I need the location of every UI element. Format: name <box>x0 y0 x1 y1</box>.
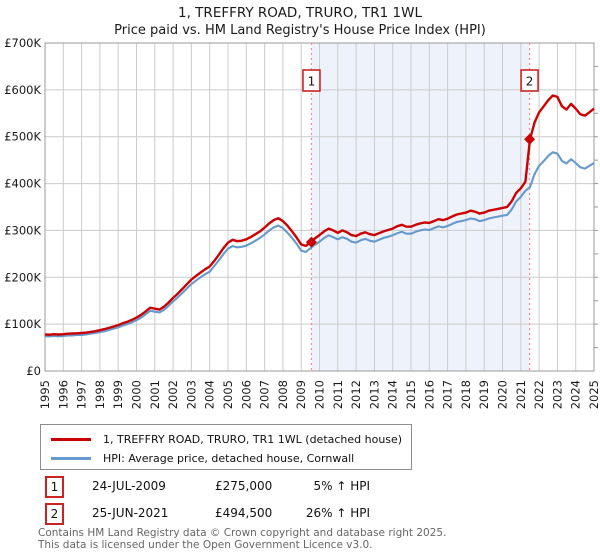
footer-line-1: Contains HM Land Registry data © Crown c… <box>38 527 447 539</box>
svg-text:2015: 2015 <box>404 380 418 409</box>
property-line-swatch <box>51 438 91 441</box>
x-axis-labels: 1995 1996 1997 1998 1999 2000 2001 2002 2003 2004… <box>38 380 600 409</box>
svg-text:2018: 2018 <box>459 380 473 409</box>
svg-text:£200K: £200K <box>4 270 41 284</box>
svg-text:2024: 2024 <box>569 380 583 409</box>
sale-row-2: 2 25-JUN-2021 £494,500 26% ↑ HPI <box>0 503 600 525</box>
svg-text:2005: 2005 <box>221 380 235 409</box>
sale-row-1: 1 24-JUL-2009 £275,000 5% ↑ HPI <box>0 476 600 498</box>
svg-text:1997: 1997 <box>75 380 89 409</box>
svg-text:2000: 2000 <box>130 380 144 409</box>
hpi-average-line <box>45 151 595 338</box>
svg-text:2010: 2010 <box>313 380 327 409</box>
sale-2-marker-box: 2 <box>45 503 64 525</box>
plot-border <box>44 42 598 372</box>
svg-text:2023: 2023 <box>550 380 564 409</box>
svg-text:2019: 2019 <box>477 380 491 409</box>
svg-text:2007: 2007 <box>258 380 272 409</box>
legend: 1, TREFFRY ROAD, TRURO, TR1 1WL (detache… <box>40 424 412 470</box>
svg-text:£0: £0 <box>26 364 41 378</box>
svg-text:2: 2 <box>526 75 534 89</box>
sales-period-shaded-band <box>311 43 530 371</box>
svg-text:2022: 2022 <box>532 380 546 409</box>
svg-text:1996: 1996 <box>56 380 70 409</box>
legend-item-hpi: HPI: Average price, detached house, Corn… <box>51 449 411 468</box>
svg-text:2012: 2012 <box>349 380 363 409</box>
svg-text:£100K: £100K <box>4 317 41 331</box>
svg-text:£400K: £400K <box>4 177 41 191</box>
svg-text:2008: 2008 <box>276 380 290 409</box>
svg-text:2021: 2021 <box>514 380 528 409</box>
sale-2-hpi-delta: 26% ↑ HPI <box>305 506 370 520</box>
svg-text:2006: 2006 <box>239 380 253 409</box>
svg-text:2009: 2009 <box>294 380 308 409</box>
sale-1-marker-box: 1 <box>45 476 64 498</box>
sale-1-price: £275,000 <box>215 479 273 493</box>
sale-2-date: 25-JUN-2021 <box>92 506 169 520</box>
svg-text:£500K: £500K <box>4 130 41 144</box>
svg-text:2014: 2014 <box>386 380 400 409</box>
sale-diamond-markers <box>305 133 536 248</box>
y-axis-labels: £0 £100K £200K £300K £400K £500K £600K £700K <box>4 36 41 378</box>
svg-text:£700K: £700K <box>4 36 41 50</box>
chart-subtitle: Price paid vs. HM Land Registry's House … <box>114 23 486 38</box>
sale-1-hpi-delta: 5% ↑ HPI <box>313 479 370 493</box>
svg-text:2001: 2001 <box>148 380 162 409</box>
svg-text:2002: 2002 <box>166 380 180 409</box>
price-history-chart: 1 2£0£100K£200K£300K£400K£500K£600K£700K1… <box>4 36 600 409</box>
legend-label-hpi: HPI: Average price, detached house, Corn… <box>103 452 355 465</box>
sale-2-price: £494,500 <box>215 506 273 520</box>
svg-text:2011: 2011 <box>331 380 345 409</box>
hpi-line-swatch <box>51 457 91 460</box>
chart-title: 1, TREFFRY ROAD, TRURO, TR1 1WL <box>178 5 422 21</box>
svg-text:1: 1 <box>308 75 316 89</box>
property-price-line <box>44 94 595 336</box>
footer-line-2: This data is licensed under the Open Gov… <box>38 538 373 551</box>
sale-1-date: 24-JUL-2009 <box>92 479 166 493</box>
legend-item-property: 1, TREFFRY ROAD, TRURO, TR1 1WL (detache… <box>51 430 411 449</box>
svg-text:2003: 2003 <box>184 380 198 409</box>
svg-text:£600K: £600K <box>4 83 41 97</box>
svg-text:2016: 2016 <box>422 380 436 409</box>
svg-text:2020: 2020 <box>496 380 510 409</box>
svg-text:2025: 2025 <box>587 380 600 409</box>
svg-text:1999: 1999 <box>111 380 125 409</box>
svg-text:2017: 2017 <box>441 380 455 409</box>
svg-text:£300K: £300K <box>4 223 41 237</box>
svg-text:2013: 2013 <box>367 380 381 409</box>
legend-label-property: 1, TREFFRY ROAD, TRURO, TR1 1WL (detache… <box>103 433 403 446</box>
svg-text:2004: 2004 <box>203 380 217 409</box>
license-footer: Contains HM Land Registry data © Crown c… <box>38 527 598 551</box>
svg-text:1995: 1995 <box>38 380 52 409</box>
svg-text:1998: 1998 <box>93 380 107 409</box>
